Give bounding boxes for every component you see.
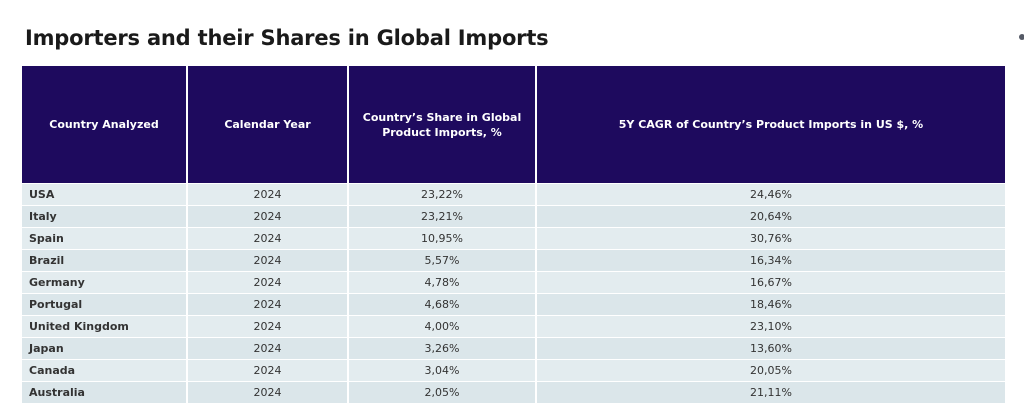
cell-country: USA <box>22 183 188 206</box>
cell-country: Portugal <box>22 293 188 316</box>
cell-cagr: 20,64% <box>536 205 1005 228</box>
cell-country: Japan <box>22 337 188 360</box>
header-year: Calendar Year <box>187 66 349 184</box>
cell-country: Italy <box>22 205 188 228</box>
cell-country: Brazil <box>22 249 188 272</box>
cell-share: 10,95% <box>348 227 537 250</box>
cell-share: 4,78% <box>348 271 537 294</box>
cell-year: 2024 <box>187 271 349 294</box>
cell-year: 2024 <box>187 183 349 206</box>
cell-cagr: 18,46% <box>536 293 1005 316</box>
table-row: United Kingdom 2024 4,00% 23,10% <box>22 315 1005 338</box>
cell-year: 2024 <box>187 381 349 403</box>
cell-cagr: 13,60% <box>536 337 1005 360</box>
cell-year: 2024 <box>187 293 349 316</box>
cell-year: 2024 <box>187 249 349 272</box>
cell-country: United Kingdom <box>22 315 188 338</box>
table-row: Portugal 2024 4,68% 18,46% <box>22 293 1005 316</box>
header-country: Country Analyzed <box>22 66 188 184</box>
cell-year: 2024 <box>187 315 349 338</box>
cell-year: 2024 <box>187 337 349 360</box>
table-title: Importers and their Shares in Global Imp… <box>25 26 549 50</box>
cell-share: 4,68% <box>348 293 537 316</box>
edge-dot-icon <box>1019 34 1024 40</box>
cell-share: 5,57% <box>348 249 537 272</box>
cell-year: 2024 <box>187 227 349 250</box>
table-row: Germany 2024 4,78% 16,67% <box>22 271 1005 294</box>
cell-share: 4,00% <box>348 315 537 338</box>
table-row: USA 2024 23,22% 24,46% <box>22 183 1005 206</box>
header-row: Country Analyzed Calendar Year Country’s… <box>22 66 1005 184</box>
cell-share: 3,26% <box>348 337 537 360</box>
cell-country: Spain <box>22 227 188 250</box>
importers-table: Country Analyzed Calendar Year Country’s… <box>22 66 1005 403</box>
cell-cagr: 24,46% <box>536 183 1005 206</box>
cell-cagr: 30,76% <box>536 227 1005 250</box>
cell-cagr: 23,10% <box>536 315 1005 338</box>
cell-share: 3,04% <box>348 359 537 382</box>
cell-cagr: 16,67% <box>536 271 1005 294</box>
table-row: Japan 2024 3,26% 13,60% <box>22 337 1005 360</box>
cell-country: Canada <box>22 359 188 382</box>
cell-cagr: 20,05% <box>536 359 1005 382</box>
cell-cagr: 16,34% <box>536 249 1005 272</box>
table-row: Australia 2024 2,05% 21,11% <box>22 381 1005 403</box>
table-row: Spain 2024 10,95% 30,76% <box>22 227 1005 250</box>
cell-share: 23,21% <box>348 205 537 228</box>
cell-year: 2024 <box>187 205 349 228</box>
header-share: Country’s Share in Global Product Import… <box>348 66 537 184</box>
table-row: Italy 2024 23,21% 20,64% <box>22 205 1005 228</box>
cell-share: 23,22% <box>348 183 537 206</box>
cell-country: Germany <box>22 271 188 294</box>
cell-year: 2024 <box>187 359 349 382</box>
cell-country: Australia <box>22 381 188 403</box>
table-row: Canada 2024 3,04% 20,05% <box>22 359 1005 382</box>
cell-share: 2,05% <box>348 381 537 403</box>
header-cagr: 5Y CAGR of Country’s Product Imports in … <box>536 66 1005 184</box>
table-row: Brazil 2024 5,57% 16,34% <box>22 249 1005 272</box>
cell-cagr: 21,11% <box>536 381 1005 403</box>
